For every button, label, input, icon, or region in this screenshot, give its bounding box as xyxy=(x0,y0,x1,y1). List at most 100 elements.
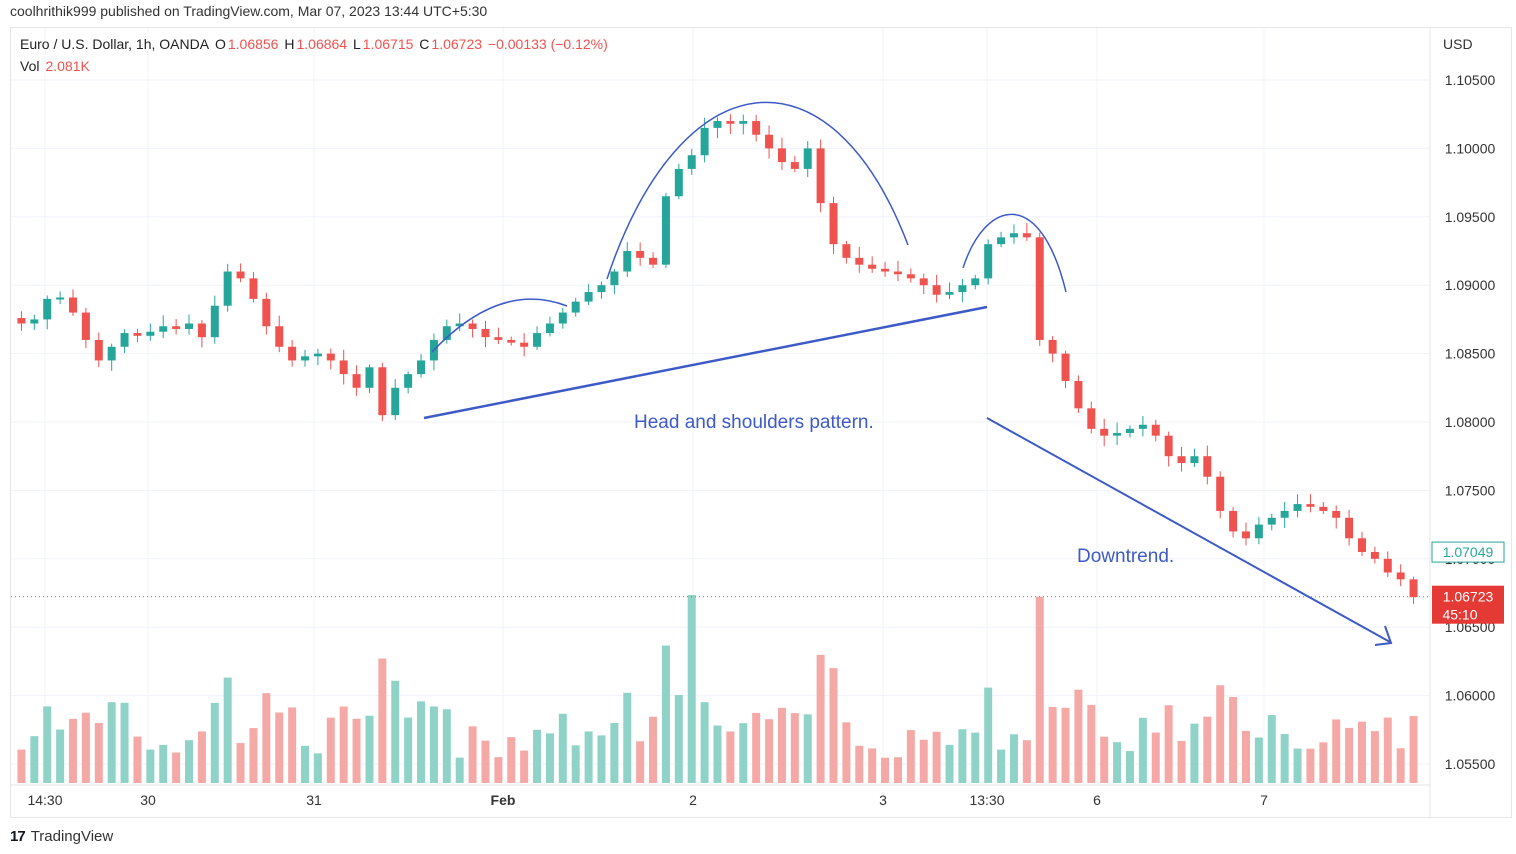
candle-body xyxy=(932,285,941,295)
volume-bar xyxy=(481,740,490,783)
candle-body xyxy=(855,257,864,265)
volume-bar xyxy=(1035,596,1044,783)
time-tick-label: 30 xyxy=(140,792,156,808)
candle-body xyxy=(1280,510,1289,518)
volume-bar xyxy=(1138,717,1147,783)
volume-bar xyxy=(339,706,348,783)
volume-bar xyxy=(1357,721,1366,783)
candle-body xyxy=(442,326,451,340)
candle-body xyxy=(120,333,129,347)
candle-body xyxy=(868,264,877,269)
volume-bar xyxy=(906,730,915,783)
candle-body xyxy=(172,326,181,329)
candle-body xyxy=(623,251,632,272)
time-tick-label: 6 xyxy=(1093,792,1101,808)
volume-bar xyxy=(1293,748,1302,783)
volume-bar xyxy=(1125,751,1134,783)
candle-body xyxy=(919,278,928,286)
volume-bar xyxy=(842,722,851,783)
volume-bar xyxy=(855,745,864,783)
volume-bar xyxy=(919,739,928,783)
candle-body xyxy=(1267,517,1276,525)
candle-body xyxy=(481,328,490,338)
candle-body xyxy=(1151,424,1160,436)
tradingview-footer[interactable]: 17 TradingView xyxy=(10,828,113,845)
volume-bar xyxy=(1267,715,1276,783)
volume-bar xyxy=(313,753,322,783)
volume-bar xyxy=(107,702,116,783)
candle-body xyxy=(288,346,297,361)
volume-bar xyxy=(69,718,78,783)
candle-body xyxy=(197,323,206,338)
volume-bar xyxy=(1280,734,1289,783)
candle-body xyxy=(713,121,722,128)
candle-body xyxy=(1087,408,1096,429)
candle-body xyxy=(1396,572,1405,580)
candle-body xyxy=(249,278,258,299)
candle-body xyxy=(1061,353,1070,381)
candle-body xyxy=(1035,237,1044,340)
volume-bar xyxy=(133,736,142,783)
pattern-annotation[interactable]: Head and shoulders pattern. xyxy=(634,412,874,433)
candle-body xyxy=(1138,424,1147,429)
volume-bar xyxy=(391,680,400,783)
time-tick-label: 13:30 xyxy=(969,792,1004,808)
change-value: −0.00133 (−0.12%) xyxy=(487,36,608,52)
candle-body xyxy=(533,333,542,347)
volume-bar xyxy=(236,743,245,783)
ohlc-legend[interactable]: Euro / U.S. Dollar, 1h, OANDA O 1.06856 H… xyxy=(20,36,610,52)
candle-body xyxy=(752,121,761,135)
currency-label: USD xyxy=(1443,36,1473,52)
volume-bar xyxy=(429,706,438,783)
neckline-trendline xyxy=(423,305,988,420)
candle-body xyxy=(236,271,245,279)
candle-body xyxy=(1241,531,1250,539)
volume-bar xyxy=(945,744,954,783)
volume-bar xyxy=(1009,734,1018,783)
candle-body xyxy=(726,121,735,124)
candle-body xyxy=(365,367,374,388)
volume-bar xyxy=(94,722,103,783)
candle-body xyxy=(1370,551,1379,559)
candle-body xyxy=(597,285,606,293)
candle-body xyxy=(545,323,554,334)
close-value: 1.06723 xyxy=(431,36,483,52)
volume-legend[interactable]: Vol 2.081K xyxy=(20,58,90,74)
candle-body xyxy=(159,326,168,332)
volume-bar xyxy=(1370,731,1379,783)
volume-bar xyxy=(1345,727,1354,783)
volume-bar xyxy=(971,732,980,783)
candle-body xyxy=(1074,380,1083,409)
volume-bar xyxy=(262,693,271,783)
head-arc xyxy=(606,101,909,280)
price-tick-label: 1.09000 xyxy=(1445,277,1496,293)
open-label: O xyxy=(214,36,226,52)
volume-bar xyxy=(984,687,993,783)
volume-bar xyxy=(1177,740,1186,783)
candle-body xyxy=(146,331,155,336)
volume-bar xyxy=(739,723,748,783)
volume-bar xyxy=(197,731,206,783)
open-value: 1.06856 xyxy=(227,36,279,52)
volume-bar xyxy=(455,757,464,783)
candle-body xyxy=(417,360,426,375)
candle-body xyxy=(958,285,967,293)
candle-body xyxy=(107,346,116,361)
candle-body xyxy=(339,360,348,375)
volume-bar xyxy=(1216,685,1225,783)
candle-body xyxy=(674,168,683,197)
volume-bar xyxy=(365,715,374,783)
volume-bar xyxy=(1164,705,1173,783)
candle-body xyxy=(661,196,670,265)
candle-body xyxy=(945,292,954,295)
volume-bar xyxy=(868,748,877,783)
candle-body xyxy=(610,271,619,286)
candle-body xyxy=(1022,233,1031,238)
candle-body xyxy=(1306,504,1315,507)
volume-bar xyxy=(661,645,670,783)
tradingview-logo-icon: 17 xyxy=(10,828,26,845)
downtrend-annotation[interactable]: Downtrend. xyxy=(1077,546,1175,567)
symbol-label[interactable]: Euro / U.S. Dollar, 1h, OANDA xyxy=(20,36,210,52)
right-shoulder-arc xyxy=(962,213,1067,293)
